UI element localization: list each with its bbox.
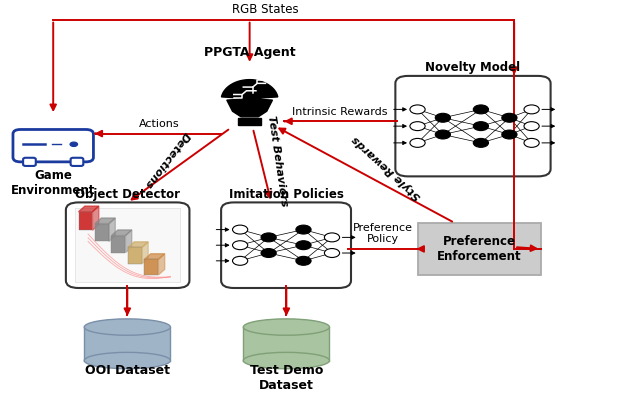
- Circle shape: [502, 130, 517, 139]
- Circle shape: [296, 225, 311, 234]
- Polygon shape: [142, 242, 148, 264]
- Circle shape: [474, 122, 488, 131]
- Circle shape: [410, 138, 425, 147]
- Text: Object Detector: Object Detector: [75, 188, 180, 201]
- Circle shape: [524, 138, 539, 147]
- Circle shape: [261, 233, 276, 242]
- Polygon shape: [93, 206, 99, 230]
- Bar: [95, 224, 109, 241]
- Polygon shape: [145, 254, 164, 260]
- Circle shape: [261, 248, 276, 258]
- Bar: [145, 260, 158, 275]
- FancyBboxPatch shape: [13, 130, 93, 162]
- Polygon shape: [243, 327, 330, 361]
- Text: Imitation Policies: Imitation Policies: [228, 188, 344, 201]
- Text: Game
Environment: Game Environment: [11, 169, 95, 197]
- Circle shape: [324, 233, 340, 242]
- Text: Actions: Actions: [139, 119, 180, 129]
- Ellipse shape: [243, 352, 330, 369]
- FancyBboxPatch shape: [221, 202, 351, 288]
- Circle shape: [296, 256, 311, 265]
- Bar: [417, 223, 541, 275]
- Ellipse shape: [84, 319, 170, 335]
- Ellipse shape: [84, 352, 170, 369]
- Ellipse shape: [243, 319, 330, 335]
- Circle shape: [410, 105, 425, 114]
- Circle shape: [474, 105, 488, 114]
- Polygon shape: [158, 254, 164, 275]
- Polygon shape: [221, 80, 278, 117]
- Polygon shape: [84, 327, 170, 361]
- Bar: [76, 208, 180, 282]
- Polygon shape: [95, 218, 115, 224]
- Polygon shape: [79, 206, 99, 212]
- FancyBboxPatch shape: [396, 76, 550, 177]
- Text: Detections: Detections: [142, 130, 191, 190]
- Circle shape: [524, 122, 539, 131]
- FancyBboxPatch shape: [23, 158, 36, 166]
- Polygon shape: [111, 230, 132, 235]
- Circle shape: [435, 113, 451, 122]
- FancyBboxPatch shape: [70, 158, 83, 166]
- Text: RGB States: RGB States: [232, 3, 299, 16]
- Polygon shape: [125, 230, 132, 253]
- Circle shape: [296, 241, 311, 250]
- Circle shape: [435, 130, 451, 139]
- Text: OOI Dataset: OOI Dataset: [85, 364, 170, 377]
- Circle shape: [474, 138, 488, 147]
- Circle shape: [524, 105, 539, 114]
- Bar: [79, 212, 93, 230]
- Text: PPGTA Agent: PPGTA Agent: [204, 46, 296, 59]
- Polygon shape: [109, 218, 115, 241]
- Text: Style Rewards: Style Rewards: [351, 133, 423, 201]
- Bar: [128, 247, 142, 264]
- Text: Test Demo
Dataset: Test Demo Dataset: [250, 364, 323, 392]
- Circle shape: [410, 122, 425, 131]
- Text: Preference
Policy: Preference Policy: [353, 223, 413, 245]
- Bar: [111, 235, 125, 253]
- Circle shape: [232, 241, 248, 250]
- Circle shape: [70, 142, 77, 147]
- Text: Preference
Enforcement: Preference Enforcement: [437, 235, 522, 263]
- FancyBboxPatch shape: [66, 202, 189, 288]
- Text: Intrinsic Rewards: Intrinsic Rewards: [292, 107, 388, 117]
- Circle shape: [324, 248, 340, 258]
- Circle shape: [232, 256, 248, 265]
- Circle shape: [502, 113, 517, 122]
- Circle shape: [232, 225, 248, 234]
- Polygon shape: [238, 118, 261, 125]
- Text: Novelty Model: Novelty Model: [426, 61, 520, 74]
- Text: Test Behaviors: Test Behaviors: [266, 115, 289, 208]
- Polygon shape: [128, 242, 148, 247]
